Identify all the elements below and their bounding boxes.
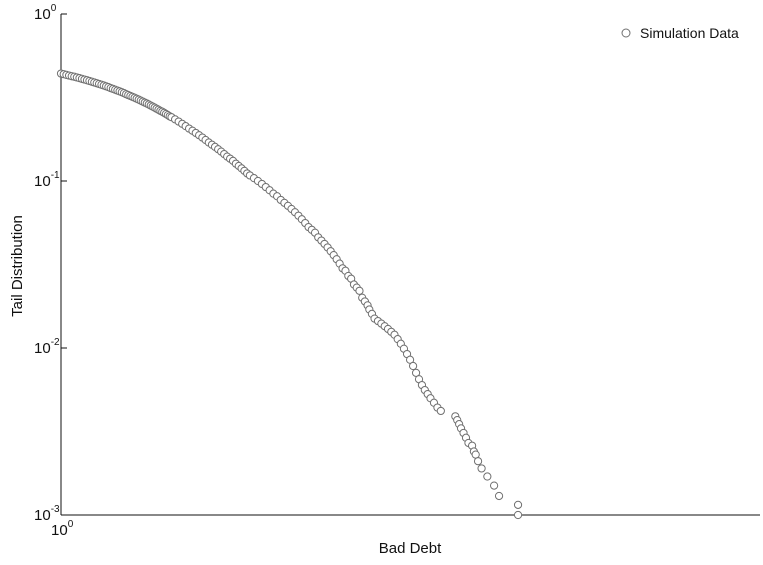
data-point bbox=[489, 481, 499, 490]
data-point bbox=[473, 457, 483, 466]
data-point bbox=[494, 491, 504, 501]
data-point bbox=[408, 361, 418, 371]
data-point bbox=[513, 510, 523, 520]
data-point bbox=[355, 286, 364, 295]
data-point bbox=[513, 500, 523, 509]
x-axis-label: Bad Debt bbox=[379, 540, 442, 557]
legend-marker bbox=[621, 28, 631, 38]
data-point bbox=[436, 406, 445, 416]
legend-label: Simulation Data bbox=[640, 25, 739, 41]
data-point bbox=[483, 472, 492, 481]
scatter-points bbox=[56, 69, 523, 520]
legend: Simulation Data bbox=[621, 25, 739, 41]
y-axis-label: Tail Distribution bbox=[9, 215, 26, 317]
data-point bbox=[477, 464, 486, 473]
